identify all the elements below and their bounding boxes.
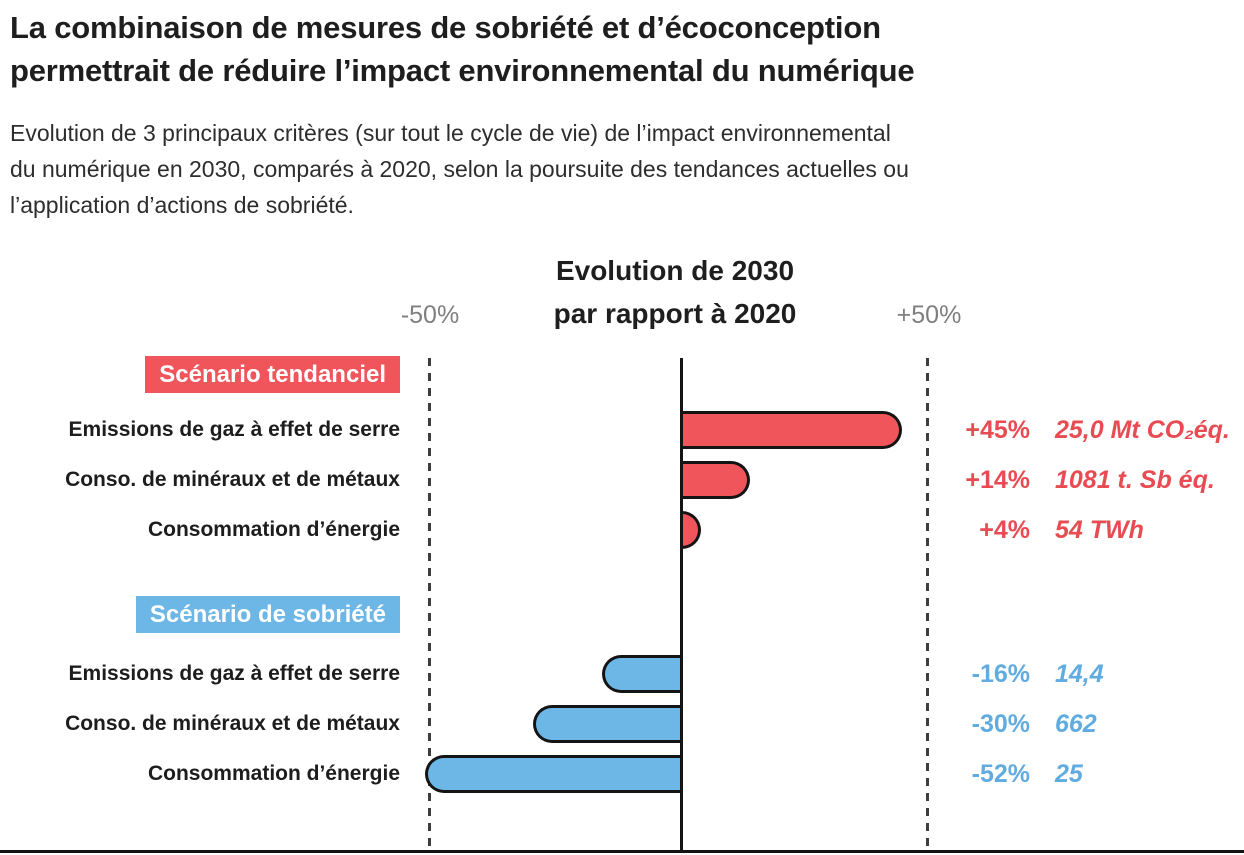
value-percent-label: +14% xyxy=(965,465,1030,494)
bar xyxy=(602,655,681,693)
value-percent-label: -16% xyxy=(971,659,1030,688)
bar xyxy=(681,511,701,549)
value-percent-label: +4% xyxy=(979,515,1030,544)
row-label: Conso. de minéraux et de métaux xyxy=(65,712,400,735)
bar xyxy=(681,461,750,499)
bar xyxy=(681,411,902,449)
gridline-minus-50 xyxy=(428,358,431,851)
page-title: La combinaison de mesures de sobriété et… xyxy=(10,10,915,89)
axis-tick-minus-50: -50% xyxy=(400,301,460,329)
value-percent-label: -30% xyxy=(971,709,1030,738)
bottom-axis-line xyxy=(0,850,1244,853)
scenario-badge: Scénario de sobriété xyxy=(135,596,400,633)
row-label: Consommation d’énergie xyxy=(147,518,400,541)
value-unit-label: 1081 t. Sb éq. xyxy=(1055,465,1215,494)
value-unit-label: 662 xyxy=(1055,709,1097,738)
gridline-plus-50 xyxy=(926,358,929,851)
row-label: Conso. de minéraux et de métaux xyxy=(65,468,400,491)
value-unit-label: 14,4 xyxy=(1055,659,1104,688)
row-label: Consommation d’énergie xyxy=(147,762,400,785)
page-subtitle: Evolution de 3 principaux critères (sur … xyxy=(10,120,909,218)
row-label: Emissions de gaz à effet de serre xyxy=(68,662,400,685)
value-unit-label: 25,0 Mt CO₂éq. xyxy=(1055,415,1230,444)
axis-tick-plus-50: +50% xyxy=(896,301,962,329)
value-unit-label: 54 TWh xyxy=(1055,515,1144,544)
bar xyxy=(425,755,681,793)
zero-axis-line xyxy=(680,358,683,851)
value-percent-label: -52% xyxy=(971,759,1030,788)
axis-title: Evolution de 2030 par rapport à 2020 xyxy=(553,255,797,329)
value-percent-label: +45% xyxy=(965,415,1030,444)
row-label: Emissions de gaz à effet de serre xyxy=(68,418,400,441)
bar xyxy=(533,705,681,743)
scenario-badge: Scénario tendanciel xyxy=(145,356,400,393)
value-unit-label: 25 xyxy=(1055,759,1083,788)
